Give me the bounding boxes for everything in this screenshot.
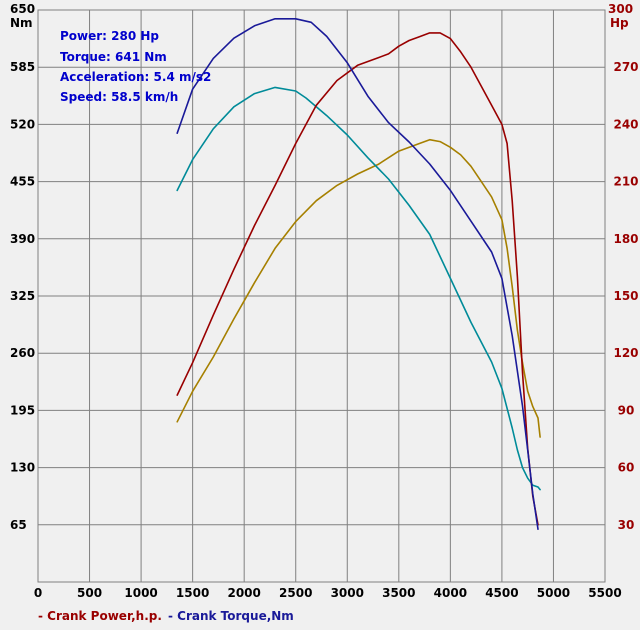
info-power: Power: 280 Hp	[60, 29, 159, 43]
x-tick-label: 5500	[588, 586, 621, 600]
info-speed: Speed: 58.5 km/h	[60, 90, 178, 104]
x-tick-label: 0	[34, 586, 42, 600]
y-left-tick-label: 455	[10, 175, 35, 189]
info-acceleration: Acceleration: 5.4 m/s2	[60, 70, 211, 84]
series-line-power-ref	[176, 138, 541, 438]
y-right-tick-label: 150	[613, 289, 638, 303]
y-left-tick-label: 325	[10, 289, 35, 303]
y-right-tick-label: 240	[613, 117, 638, 131]
x-tick-label: 3500	[382, 586, 415, 600]
x-tick-label: 3000	[331, 586, 364, 600]
x-tick-label: 5000	[537, 586, 570, 600]
left-axis-top-label: 650	[10, 2, 35, 16]
y-right-tick-label: 30	[618, 518, 635, 532]
series-line-power	[176, 32, 539, 526]
y-left-tick-label: 130	[10, 461, 35, 475]
grid-lines	[37, 9, 606, 583]
x-tick-label: 1500	[176, 586, 209, 600]
x-tick-label: 500	[77, 586, 102, 600]
left-axis-unit: Nm	[10, 16, 33, 30]
x-tick-label: 1000	[124, 586, 157, 600]
series-line-torque-ref	[176, 86, 541, 491]
y-left-tick-label: 390	[10, 232, 35, 246]
y-left-tick-label: 195	[10, 403, 35, 417]
legend-power: - Crank Power,h.p.	[38, 609, 162, 623]
y-left-tick-label: 260	[10, 346, 35, 360]
y-right-tick-label: 180	[613, 232, 638, 246]
right-axis-top-label: 300	[608, 2, 633, 16]
legend-torque: - Crank Torque,Nm	[168, 609, 294, 623]
right-axis-unit: Hp	[610, 16, 629, 30]
x-tick-label: 2000	[227, 586, 260, 600]
y-left-tick-label: 520	[10, 117, 35, 131]
info-torque: Torque: 641 Nm	[60, 50, 167, 64]
series-group	[176, 18, 541, 530]
x-tick-label: 4000	[434, 586, 467, 600]
y-right-tick-label: 120	[613, 346, 638, 360]
y-right-tick-label: 60	[618, 461, 635, 475]
x-tick-label: 2500	[279, 586, 312, 600]
y-right-tick-label: 270	[613, 60, 638, 74]
y-left-tick-label: 585	[10, 60, 35, 74]
y-right-tick-label: 90	[618, 403, 635, 417]
y-left-tick-label: 65	[10, 518, 27, 532]
series-line-torque	[176, 18, 539, 530]
y-right-tick-label: 210	[613, 175, 638, 189]
x-tick-label: 4500	[485, 586, 518, 600]
tick-labels: 0 500 1000 1500 2000 2500 3000 3500 4000 4500 5000…	[10, 60, 639, 600]
